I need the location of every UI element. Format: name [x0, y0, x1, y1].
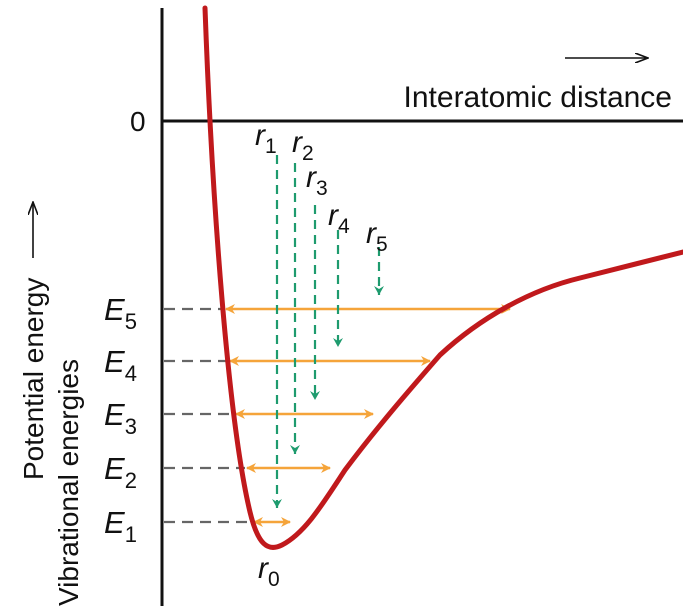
distance-symbol: r: [255, 119, 266, 152]
distance-symbol: r: [292, 126, 303, 159]
distance-label: r3: [306, 161, 328, 200]
y-axis-label-group: Potential energy: [18, 202, 49, 480]
equilibrium-subscript: 0: [268, 568, 280, 591]
energy-level-subscript: 1: [125, 522, 137, 547]
distance-subscript: 2: [302, 142, 314, 165]
distance-label: r5: [366, 217, 388, 256]
potential-energy-curve: [202, 5, 683, 550]
equilibrium-symbol: r: [258, 552, 269, 585]
energy-level-symbol: E: [104, 344, 125, 379]
energy-level-label: E5: [104, 292, 137, 334]
energy-level-subscript: 2: [125, 468, 137, 493]
y-axis-label-vibrational-group: Vibrational energies: [53, 359, 84, 606]
energy-level-subscript: 5: [125, 309, 137, 334]
energy-level-label: E1: [104, 505, 137, 547]
energy-level-symbol: E: [104, 292, 125, 327]
energy-level-label: E3: [104, 397, 137, 439]
energy-level-subscript: 4: [125, 361, 137, 386]
energy-level-symbol: E: [104, 397, 125, 432]
distance-symbol: r: [366, 217, 377, 250]
distance-label: r4: [328, 199, 350, 238]
distance-label: r2: [292, 126, 314, 165]
distance-subscript: 4: [338, 215, 350, 238]
energy-level-symbol: E: [104, 505, 125, 540]
energy-level-label: E2: [104, 451, 137, 493]
distance-symbol: r: [328, 199, 339, 232]
equilibrium-label: r0: [258, 552, 280, 591]
y-axis-label-potential: Potential energy: [18, 278, 49, 480]
x-axis-label: Interatomic distance: [404, 81, 672, 114]
distance-subscript: 5: [376, 233, 388, 256]
distance-subscript: 1: [265, 135, 277, 158]
y-axis-label-vibrational: Vibrational energies: [53, 359, 84, 606]
energy-level-label: E4: [104, 344, 137, 386]
energy-level-symbol: E: [104, 451, 125, 486]
energy-level-subscript: 3: [125, 414, 137, 439]
distance-subscript: 3: [316, 177, 328, 200]
zero-label: 0: [130, 106, 146, 137]
distance-symbol: r: [306, 161, 317, 194]
distance-label: r1: [255, 119, 277, 158]
